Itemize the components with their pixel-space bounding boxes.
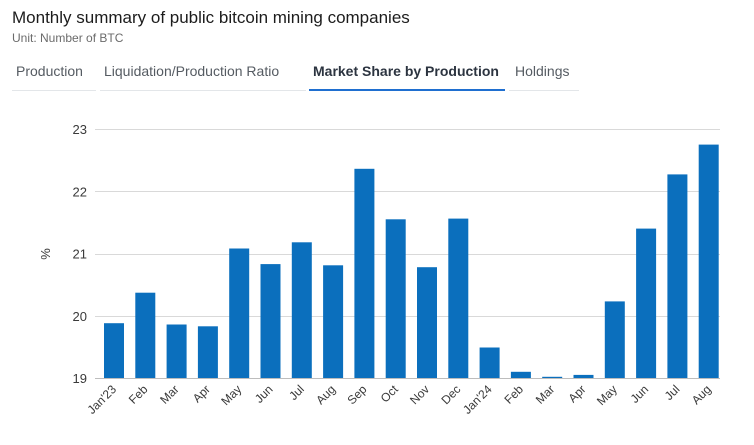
y-tick-label: 23: [73, 122, 87, 137]
x-tick-label: Apr: [190, 382, 213, 405]
bar[interactable]: [636, 228, 657, 378]
y-tick-label: 20: [73, 309, 87, 324]
x-tick-label: Aug: [313, 382, 338, 407]
x-tick-label: Jun: [628, 382, 652, 406]
bar[interactable]: [354, 168, 375, 378]
x-tick-label: Jun: [252, 382, 276, 406]
page-title: Monthly summary of public bitcoin mining…: [12, 8, 410, 27]
bar[interactable]: [604, 301, 625, 378]
y-tick-label: 22: [73, 184, 87, 199]
x-tick-label: Mar: [157, 382, 182, 407]
tab-bar: Production Liquidation/Production Ratio …: [12, 56, 579, 92]
x-tick-label: Sep: [345, 382, 370, 407]
y-tick-label: 21: [73, 247, 87, 262]
tab-liquidation-production-ratio[interactable]: Liquidation/Production Ratio: [100, 56, 306, 91]
y-tick-label: 19: [73, 371, 87, 386]
tab-production[interactable]: Production: [12, 56, 96, 91]
bar[interactable]: [104, 323, 124, 378]
bar[interactable]: [479, 347, 500, 379]
x-axis-ticks: Jan'23 Feb Mar Apr May Jun Jul Aug Sep Oct Nov DecJ…: [84, 382, 713, 417]
x-tick-label: May: [218, 382, 244, 408]
bar[interactable]: [448, 218, 469, 378]
x-tick-label: Mar: [533, 382, 558, 407]
bar[interactable]: [667, 174, 688, 378]
bar[interactable]: [385, 219, 406, 378]
x-tick-label: Feb: [501, 382, 526, 407]
page-subtitle: Unit: Number of BTC: [12, 31, 124, 45]
x-tick-label: May: [594, 382, 620, 408]
bar[interactable]: [323, 265, 344, 378]
bars: [104, 144, 719, 379]
bar[interactable]: [260, 264, 281, 378]
bar[interactable]: [510, 371, 531, 378]
bar[interactable]: [417, 267, 437, 378]
bar[interactable]: [542, 376, 563, 378]
bar[interactable]: [698, 144, 719, 378]
bar[interactable]: [229, 248, 250, 379]
tab-market-share-by-production[interactable]: Market Share by Production: [309, 56, 505, 91]
y-axis-label: %: [38, 248, 53, 260]
bar[interactable]: [166, 324, 187, 379]
tab-holdings[interactable]: Holdings: [509, 56, 579, 91]
grid-lines: [95, 129, 720, 379]
y-axis-ticks: 19 20 21 22 23: [73, 122, 87, 386]
x-tick-label: Jan'23: [84, 382, 119, 417]
bar[interactable]: [135, 292, 156, 378]
x-tick-label: Jul: [662, 382, 683, 403]
x-tick-label: Aug: [689, 382, 714, 407]
bar[interactable]: [291, 242, 312, 378]
x-tick-label: Jul: [286, 382, 307, 403]
x-tick-label: Oct: [378, 382, 402, 406]
bar[interactable]: [573, 374, 594, 378]
bar[interactable]: [197, 326, 218, 378]
x-tick-label: Feb: [126, 382, 151, 407]
x-tick-label: Nov: [407, 382, 432, 407]
x-tick-label: Apr: [566, 382, 589, 405]
x-tick-label: Jan'24: [460, 382, 495, 417]
header: Monthly summary of public bitcoin mining…: [12, 7, 410, 46]
x-tick-label: Dec: [438, 382, 463, 407]
